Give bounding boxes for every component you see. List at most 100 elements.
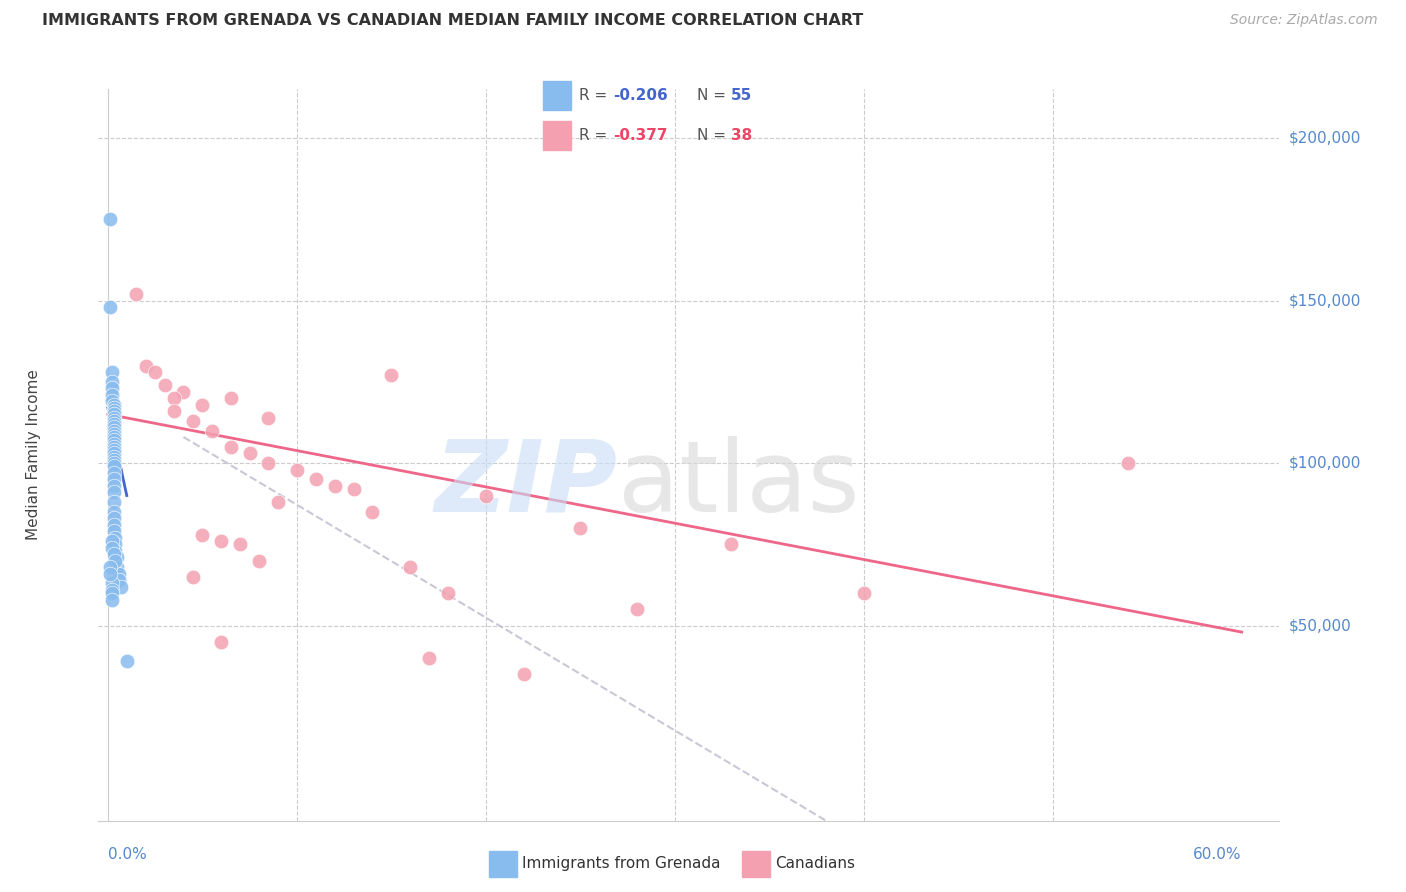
Point [191,527,214,541]
Point [172,384,194,399]
Text: Immigrants from Grenada: Immigrants from Grenada [522,855,721,871]
Point [103,479,125,493]
Point [103,472,125,486]
Text: 60.0%: 60.0% [1194,847,1241,862]
Point [100,375,122,389]
Text: R =: R = [579,128,613,143]
Text: -0.206: -0.206 [613,88,668,103]
Point [98,560,121,574]
Point [247,553,270,567]
Point [1116,456,1139,470]
Text: -0.377: -0.377 [613,128,668,143]
Point [125,287,148,301]
Point [103,420,125,434]
Point [100,592,122,607]
Point [100,576,122,591]
Point [103,485,125,500]
Point [100,541,122,555]
Point [181,414,204,428]
Point [103,430,125,444]
Bar [489,851,517,877]
Point [103,434,125,448]
Point [209,635,232,649]
Text: $50,000: $50,000 [1289,618,1351,633]
Point [569,521,592,535]
Point [98,300,121,314]
Point [108,573,131,587]
Point [115,654,138,668]
Point [143,365,166,379]
Point [399,560,422,574]
Point [103,511,125,525]
Point [104,544,127,558]
Point [103,407,125,421]
Text: 55: 55 [731,88,752,103]
Text: $150,000: $150,000 [1289,293,1361,308]
Point [103,424,125,438]
Point [285,462,308,476]
Point [100,586,122,600]
Point [103,450,125,464]
Point [267,495,290,509]
Text: N =: N = [697,128,731,143]
Point [163,404,186,418]
Point [103,466,125,480]
Point [103,426,125,441]
Point [475,489,498,503]
Point [209,534,232,549]
Point [305,472,328,486]
Point [108,566,131,581]
Point [103,547,125,561]
Point [103,452,125,467]
Point [229,537,252,551]
Point [257,410,280,425]
Point [201,424,224,438]
Point [103,440,125,454]
Point [437,586,460,600]
Point [323,479,346,493]
Point [380,368,402,383]
Point [103,517,125,532]
Text: 38: 38 [731,128,752,143]
Point [626,602,648,616]
Point [103,495,125,509]
Text: 0.0%: 0.0% [108,847,146,862]
Point [720,537,742,551]
Point [104,531,127,545]
Text: $100,000: $100,000 [1289,456,1361,471]
Point [103,401,125,415]
Text: Source: ZipAtlas.com: Source: ZipAtlas.com [1230,13,1378,28]
Point [98,212,121,227]
Text: R =: R = [579,88,613,103]
Point [104,537,127,551]
Point [105,550,128,565]
Point [153,378,176,392]
Point [418,651,440,665]
Text: IMMIGRANTS FROM GRENADA VS CANADIAN MEDIAN FAMILY INCOME CORRELATION CHART: IMMIGRANTS FROM GRENADA VS CANADIAN MEDI… [42,13,863,29]
Point [103,459,125,474]
Point [512,667,534,681]
Bar [543,121,571,150]
Point [103,446,125,460]
Point [163,391,186,405]
Point [103,524,125,539]
Point [100,365,122,379]
Point [104,553,127,567]
Point [98,566,121,581]
Point [191,398,214,412]
Point [103,436,125,450]
Text: $200,000: $200,000 [1289,130,1361,145]
Point [100,534,122,549]
Point [103,414,125,428]
Point [219,391,242,405]
Point [105,560,128,574]
Point [219,440,242,454]
Point [135,359,157,373]
Bar [543,81,571,110]
Point [100,582,122,597]
Point [342,482,364,496]
Point [103,404,125,418]
Point [103,505,125,519]
Bar [742,851,770,877]
Point [257,456,280,470]
